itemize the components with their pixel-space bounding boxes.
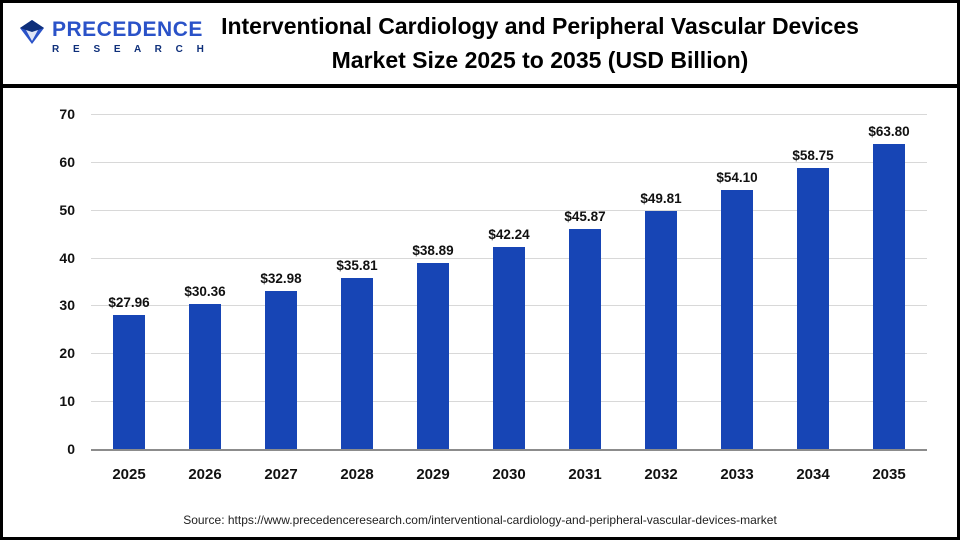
y-tick-label-40: 40 bbox=[59, 249, 75, 266]
x-tick-label-2034: 2034 bbox=[796, 466, 830, 483]
bar-2027 bbox=[265, 291, 297, 449]
x-tick-label-2035: 2035 bbox=[872, 466, 906, 483]
bar-group-2034: $58.75 2034 bbox=[775, 114, 851, 483]
y-tick-label-70: 70 bbox=[59, 106, 75, 122]
x-tick-label-2029: 2029 bbox=[416, 466, 450, 483]
bar-group-2029: $38.89 2029 bbox=[395, 114, 471, 483]
bar-value-label-2032: $49.81 bbox=[640, 190, 682, 206]
bar-group-2031: $45.87 2031 bbox=[547, 114, 623, 483]
gridline-60 bbox=[91, 161, 927, 163]
bar-2035 bbox=[873, 143, 905, 449]
logo-text: PRECEDENCE R E S E A R C H bbox=[52, 18, 210, 56]
chart-title: Interventional Cardiology and Peripheral… bbox=[143, 10, 937, 77]
x-tick-label-2028: 2028 bbox=[340, 466, 374, 483]
bar-group-2025: $27.96 2025 bbox=[91, 114, 167, 483]
bar-value-label-2033: $54.10 bbox=[716, 170, 758, 186]
bar-value-label-2031: $45.87 bbox=[564, 209, 606, 225]
x-tick-label-2030: 2030 bbox=[492, 466, 526, 483]
bar-group-2027: $32.98 2027 bbox=[243, 114, 319, 483]
bar-group-2030: $42.24 2030 bbox=[471, 114, 547, 483]
bar-group-2035: $63.80 2035 bbox=[851, 114, 927, 483]
bar-2029 bbox=[417, 262, 449, 449]
y-tick-label-20: 20 bbox=[59, 345, 75, 362]
bars-row: $27.96 2025 $30.36 2026 $32.98 2027 $35.81 2028… bbox=[91, 114, 927, 483]
y-tick-label-10: 10 bbox=[59, 393, 75, 410]
logo-name: PRECEDENCE bbox=[52, 18, 203, 41]
x-tick-label-2033: 2033 bbox=[720, 466, 754, 483]
bar-2031 bbox=[569, 229, 601, 449]
gridline-70 bbox=[91, 114, 927, 115]
bar-group-2026: $30.36 2026 bbox=[167, 114, 243, 483]
chart-area: $27.96 2025 $30.36 2026 $32.98 2027 $35.81 2028… bbox=[3, 88, 957, 537]
bar-value-label-2034: $58.75 bbox=[792, 147, 834, 163]
bar-value-label-2028: $35.81 bbox=[336, 257, 378, 273]
bar-2032 bbox=[645, 210, 677, 449]
bar-value-label-2030: $42.24 bbox=[488, 226, 530, 242]
bar-value-label-2026: $30.36 bbox=[184, 283, 226, 299]
bar-value-label-2035: $63.80 bbox=[868, 123, 910, 139]
x-tick-label-2031: 2031 bbox=[568, 466, 602, 483]
bar-2033 bbox=[721, 190, 753, 449]
source-text: Source: https://www.precedenceresearch.c… bbox=[183, 513, 777, 527]
bar-2025 bbox=[113, 315, 145, 449]
bar-value-label-2025: $27.96 bbox=[108, 295, 150, 311]
bar-2026 bbox=[189, 303, 221, 449]
chart-title-line2: Market Size 2025 to 2035 (USD Billion) bbox=[331, 46, 749, 73]
precedence-logo-icon bbox=[19, 19, 45, 45]
x-tick-label-2032: 2032 bbox=[644, 466, 678, 483]
precedence-research-logo: PRECEDENCE R E S E A R C H bbox=[19, 18, 210, 56]
bar-2030 bbox=[493, 246, 525, 449]
x-tick-label-2025: 2025 bbox=[112, 466, 146, 483]
bar-group-2032: $49.81 2032 bbox=[623, 114, 699, 483]
bar-value-label-2029: $38.89 bbox=[412, 242, 454, 258]
x-tick-label-2026: 2026 bbox=[188, 466, 222, 483]
gridline-50 bbox=[91, 209, 927, 211]
y-tick-label-50: 50 bbox=[59, 201, 75, 218]
bar-value-label-2027: $32.98 bbox=[260, 271, 302, 287]
chart-title-line1: Interventional Cardiology and Peripheral… bbox=[221, 13, 859, 40]
logo-subtitle: R E S E A R C H bbox=[52, 44, 210, 56]
bar-2034 bbox=[797, 167, 829, 449]
y-tick-label-0: 0 bbox=[67, 441, 75, 457]
header: PRECEDENCE R E S E A R C H Interventiona… bbox=[3, 3, 957, 88]
y-tick-label-60: 60 bbox=[59, 153, 75, 170]
x-axis-line bbox=[91, 449, 927, 451]
x-tick-label-2027: 2027 bbox=[264, 466, 298, 483]
bar-2028 bbox=[341, 277, 373, 449]
bar-group-2028: $35.81 2028 bbox=[319, 114, 395, 483]
plot-area: $27.96 2025 $30.36 2026 $32.98 2027 $35.81 2028… bbox=[59, 106, 927, 483]
bar-group-2033: $54.10 2033 bbox=[699, 114, 775, 483]
y-tick-label-30: 30 bbox=[59, 297, 75, 314]
